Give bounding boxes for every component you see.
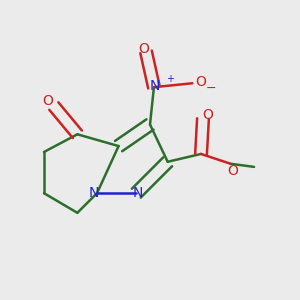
- Text: O: O: [195, 75, 206, 89]
- Text: O: O: [42, 94, 53, 108]
- Text: O: O: [227, 164, 238, 178]
- Text: +: +: [166, 74, 174, 83]
- Text: −: −: [206, 82, 217, 94]
- Text: N: N: [149, 80, 160, 93]
- Text: O: O: [203, 108, 214, 122]
- Text: N: N: [89, 186, 99, 200]
- Text: N: N: [133, 186, 143, 200]
- Text: O: O: [139, 42, 149, 56]
